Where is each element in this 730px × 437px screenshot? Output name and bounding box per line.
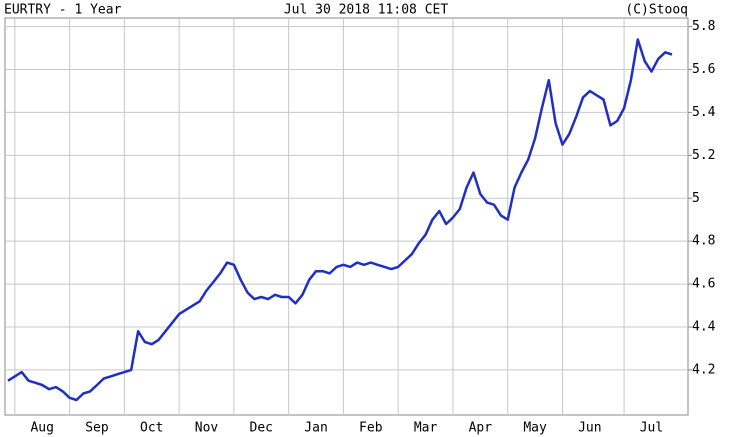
- price-line: [7, 38, 673, 402]
- y-tick-label: 5.4: [692, 105, 716, 120]
- x-tick-label: Feb: [359, 421, 383, 436]
- x-tick-label: Sep: [85, 421, 109, 436]
- y-tick-label: 5.6: [692, 62, 715, 77]
- chart-subtitle: Jul 30 2018 11:08 CET: [284, 3, 449, 18]
- source-label: (C)Stooq: [625, 3, 688, 18]
- x-tick-label: Oct: [140, 421, 163, 436]
- x-tick-label: Apr: [469, 421, 493, 436]
- y-tick-label: 4.6: [692, 277, 715, 292]
- y-tick-label: 4.2: [692, 362, 715, 377]
- plot-frame: [4, 17, 689, 416]
- x-tick-label: Jul: [640, 421, 663, 436]
- y-tick-label: 4.4: [692, 320, 716, 335]
- y-tick-label: 5: [692, 191, 700, 206]
- x-tick-label: Jun: [578, 421, 601, 436]
- y-tick-label: 5.2: [692, 148, 715, 163]
- x-tick-label: May: [523, 421, 547, 436]
- x-tick-label: Aug: [30, 421, 53, 436]
- chart-title: EURTRY - 1 Year: [4, 3, 122, 18]
- y-tick-label: 4.8: [692, 234, 715, 249]
- x-tick-label: Nov: [195, 421, 219, 436]
- x-tick-label: Dec: [250, 421, 273, 436]
- x-tick-label: Jan: [304, 421, 327, 436]
- x-tick-label: Mar: [414, 421, 438, 436]
- y-tick-label: 5.8: [692, 19, 715, 34]
